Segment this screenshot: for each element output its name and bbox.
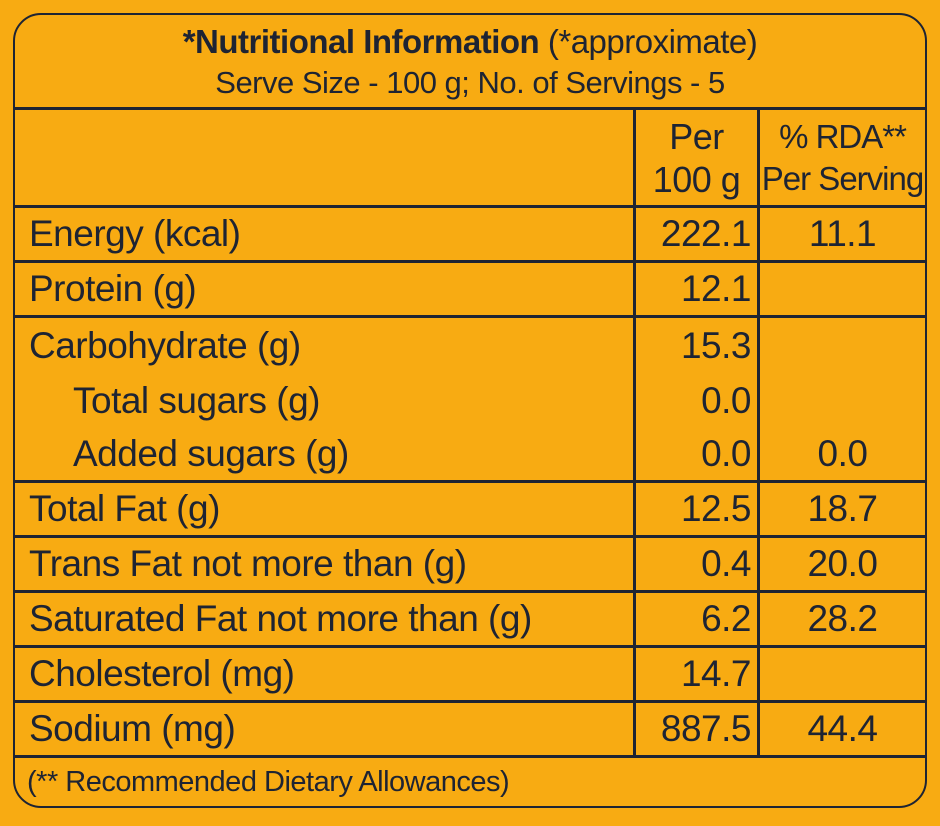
- row-value-per100: 15.3: [636, 318, 760, 373]
- row-value-per100: 6.2: [636, 593, 760, 645]
- rda-footnote: (** Recommended Dietary Allowances): [27, 765, 510, 798]
- row-label: Sodium (mg): [15, 703, 636, 755]
- row-label: Cholesterol (mg): [15, 648, 636, 700]
- column-header-per-unit: 100 g: [652, 158, 741, 200]
- row-value-rda: 18.7: [807, 488, 878, 529]
- table-row-cholesterol: Cholesterol (mg) 14.7: [15, 648, 925, 703]
- row-label: Protein (g): [15, 263, 636, 315]
- row-label: Total Fat (g): [15, 483, 636, 535]
- row-label: Trans Fat not more than (g): [15, 538, 636, 590]
- label-header: *Nutritional Information (*approximate) …: [15, 15, 925, 110]
- row-value-rda: [760, 318, 925, 373]
- column-header-per-100g: Per 100 g: [636, 110, 760, 205]
- row-value-per100: 12.1: [636, 263, 760, 315]
- column-header-rda: % RDA** Per Serving: [760, 110, 925, 205]
- row-value-per100: 222.1: [636, 208, 760, 260]
- row-label: Energy (kcal): [15, 208, 636, 260]
- serve-size-line: Serve Size - 100 g; No. of Servings - 5: [215, 65, 725, 100]
- column-header-row: Per 100 g % RDA** Per Serving: [15, 110, 925, 208]
- row-label: Carbohydrate (g): [15, 318, 636, 373]
- row-value-per100: 0.0: [636, 428, 760, 480]
- row-value-rda: 44.4: [807, 708, 878, 749]
- table-row-total-fat: Total Fat (g) 12.5 18.7: [15, 483, 925, 538]
- row-value-rda: [760, 263, 925, 315]
- row-label: Added sugars (g): [15, 428, 636, 480]
- column-header-per-label: Per: [669, 115, 724, 157]
- table-row-energy: Energy (kcal) 222.1 11.1: [15, 208, 925, 263]
- row-value-rda: 11.1: [808, 213, 877, 254]
- row-value-rda: 28.2: [807, 598, 878, 639]
- column-header-rda-label: % RDA**: [779, 117, 907, 155]
- label-title: *Nutritional Information (*approximate): [15, 21, 925, 63]
- row-label: Total sugars (g): [15, 373, 636, 428]
- row-value-rda: 0.0: [817, 433, 868, 474]
- column-header-blank: [15, 110, 636, 205]
- row-label: Saturated Fat not more than (g): [15, 593, 636, 645]
- row-value-per100: 14.7: [636, 648, 760, 700]
- table-row-added-sugars: Added sugars (g) 0.0 0.0: [15, 428, 925, 483]
- table-row-trans-fat: Trans Fat not more than (g) 0.4 20.0: [15, 538, 925, 593]
- table-row-sodium: Sodium (mg) 887.5 44.4: [15, 703, 925, 758]
- row-value-rda: [760, 648, 925, 700]
- table-row-protein: Protein (g) 12.1: [15, 263, 925, 318]
- row-value-per100: 0.0: [636, 373, 760, 428]
- label-title-bold: *Nutritional Information: [182, 23, 540, 60]
- table-row-saturated-fat: Saturated Fat not more than (g) 6.2 28.2: [15, 593, 925, 648]
- table-row-carbohydrate: Carbohydrate (g) 15.3: [15, 318, 925, 373]
- label-title-suffix: (*approximate): [539, 23, 758, 60]
- table-row-total-sugars: Total sugars (g) 0.0: [15, 373, 925, 428]
- row-value-rda: [760, 373, 925, 428]
- row-value-per100: 0.4: [636, 538, 760, 590]
- row-value-per100: 887.5: [636, 703, 760, 755]
- nutrition-label: *Nutritional Information (*approximate) …: [13, 13, 927, 808]
- row-value-rda: 20.0: [807, 543, 878, 584]
- column-header-rda-sub: Per Serving: [761, 159, 924, 197]
- row-value-per100: 12.5: [636, 483, 760, 535]
